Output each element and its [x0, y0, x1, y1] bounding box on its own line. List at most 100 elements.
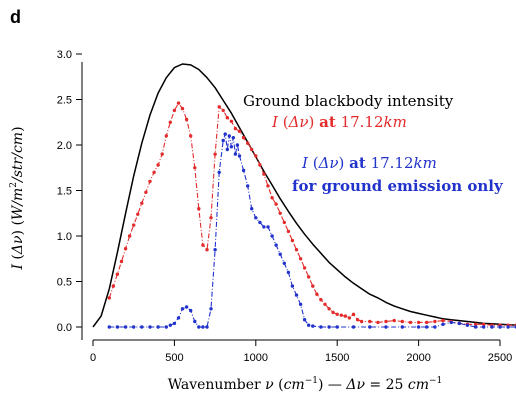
data-point	[262, 172, 266, 176]
data-point	[278, 211, 282, 215]
data-point	[246, 184, 250, 188]
data-point	[254, 216, 258, 220]
data-point	[221, 108, 225, 113]
data-point	[355, 318, 360, 322]
data-point	[172, 321, 177, 326]
y-axis-ticks: 0.0 0.5 1.0 1.5 2.0 2.5 3.0	[57, 49, 82, 334]
y-axis-title: I (Δν) (W/m2/str/cm)	[9, 126, 26, 270]
data-point	[416, 320, 421, 325]
data-point	[184, 305, 189, 309]
data-point	[433, 325, 437, 329]
data-point	[136, 212, 140, 216]
data-point	[168, 323, 172, 327]
data-point	[400, 325, 404, 329]
data-point	[233, 152, 238, 156]
data-point	[123, 325, 128, 329]
data-point	[164, 325, 168, 329]
data-point	[176, 316, 181, 320]
data-point	[384, 319, 388, 324]
y-tick-label: 1.0	[57, 231, 72, 243]
data-point	[193, 319, 197, 324]
data-point	[408, 320, 413, 325]
data-point	[237, 154, 242, 158]
data-point	[217, 105, 221, 109]
data-point	[343, 314, 347, 318]
series-line	[108, 102, 516, 326]
data-point	[368, 325, 372, 329]
data-point	[180, 106, 185, 111]
data-point	[400, 319, 404, 324]
data-point	[302, 318, 307, 322]
y-tick-label: 0.5	[57, 277, 72, 289]
data-point	[258, 163, 262, 167]
data-point	[123, 247, 128, 251]
data-point	[229, 145, 234, 149]
data-point	[319, 325, 323, 329]
data-point	[327, 307, 331, 311]
y-tick-label: 2.5	[57, 95, 72, 107]
data-point	[278, 252, 282, 256]
data-point	[193, 166, 197, 170]
data-point	[473, 322, 478, 326]
x-tick-label: 500	[165, 352, 183, 364]
data-point	[223, 132, 227, 136]
data-point	[482, 322, 486, 326]
x-axis-ticks: 0 500 1000 1500 2000 2500	[90, 340, 512, 364]
series-ground-blackbody	[92, 63, 516, 328]
data-point	[213, 248, 217, 252]
data-point	[339, 313, 343, 317]
data-point	[307, 275, 311, 279]
data-point	[119, 259, 124, 264]
data-point	[205, 248, 209, 252]
data-point	[205, 325, 209, 329]
data-point	[201, 325, 205, 329]
data-point	[331, 310, 335, 315]
data-point	[254, 154, 258, 158]
data-point	[307, 323, 311, 327]
data-point	[457, 321, 461, 326]
data-point	[262, 225, 266, 229]
data-point	[241, 136, 246, 140]
y-tick-label: 2.0	[57, 140, 72, 152]
data-point	[274, 243, 278, 247]
data-point	[270, 234, 274, 238]
data-point	[290, 284, 295, 288]
data-point	[160, 152, 164, 156]
panel-label: d	[10, 7, 21, 27]
data-point	[107, 296, 112, 300]
data-point	[132, 223, 136, 227]
series-17km-total	[107, 101, 516, 327]
x-tick-label: 0	[90, 352, 96, 364]
data-point	[233, 126, 238, 131]
data-point	[266, 184, 270, 188]
data-point	[231, 136, 235, 140]
data-point	[180, 307, 185, 311]
data-point	[250, 147, 254, 152]
data-point	[323, 302, 327, 306]
data-point	[115, 325, 120, 329]
y-tick-label: 1.5	[57, 186, 72, 198]
data-point	[286, 270, 291, 275]
data-point	[351, 325, 356, 329]
data-point	[433, 319, 437, 324]
x-tick-label: 2500	[488, 352, 512, 364]
data-point	[298, 257, 303, 261]
x-tick-label: 1000	[244, 352, 268, 364]
data-point	[156, 163, 160, 167]
data-point	[246, 141, 250, 145]
annotation-blackbody: Ground blackbody intensity	[243, 92, 454, 110]
data-point	[425, 320, 429, 325]
x-tick-label: 2000	[406, 352, 430, 364]
data-point	[506, 325, 510, 329]
data-point	[359, 319, 364, 324]
data-point	[127, 234, 132, 238]
data-point	[441, 322, 445, 326]
data-point	[441, 318, 445, 323]
data-point	[140, 325, 144, 329]
annotation-blue-series: I (Δν) at 17.12km	[301, 154, 437, 172]
y-tick-label: 3.0	[57, 49, 72, 61]
data-point	[327, 325, 331, 329]
data-point	[156, 325, 160, 329]
data-point	[225, 147, 229, 152]
